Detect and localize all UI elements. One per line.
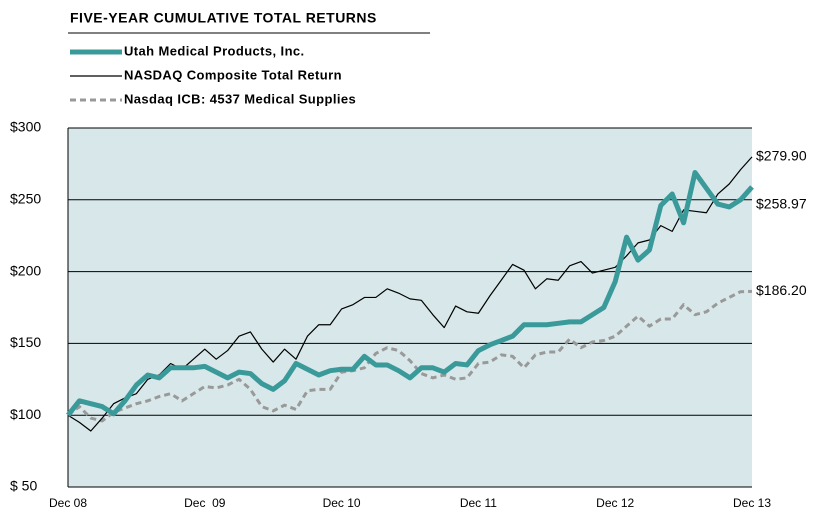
y-tick-label: $150 — [10, 334, 41, 350]
x-tick-label: Dec 08 — [49, 496, 87, 510]
legend-label: Nasdaq ICB: 4537 Medical Supplies — [124, 91, 356, 106]
series-line — [67, 289, 753, 423]
x-tick-label: Dec 13 — [733, 496, 771, 510]
chart-title: FIVE-YEAR CUMULATIVE TOTAL RETURNS — [70, 10, 377, 26]
end-label: $258.97 — [756, 196, 807, 212]
legend-label: NASDAQ Composite Total Return — [124, 67, 342, 82]
y-tick-label: $100 — [10, 406, 41, 422]
series-line — [66, 170, 754, 417]
y-tick-label: $ 50 — [10, 478, 37, 494]
end-label: $186.20 — [756, 282, 807, 298]
x-tick-label: Dec 10 — [323, 496, 361, 510]
y-tick-label: $300 — [10, 119, 41, 135]
x-tick-label: Dec 12 — [596, 496, 634, 510]
legend-label: Utah Medical Products, Inc. — [124, 43, 305, 58]
end-label: $279.90 — [756, 148, 807, 164]
y-tick-label: $200 — [10, 262, 41, 278]
plot-area — [68, 128, 752, 487]
x-tick-label: Dec 09 — [184, 496, 226, 510]
x-tick-label: Dec 11 — [460, 496, 497, 510]
y-tick-label: $250 — [10, 191, 41, 207]
